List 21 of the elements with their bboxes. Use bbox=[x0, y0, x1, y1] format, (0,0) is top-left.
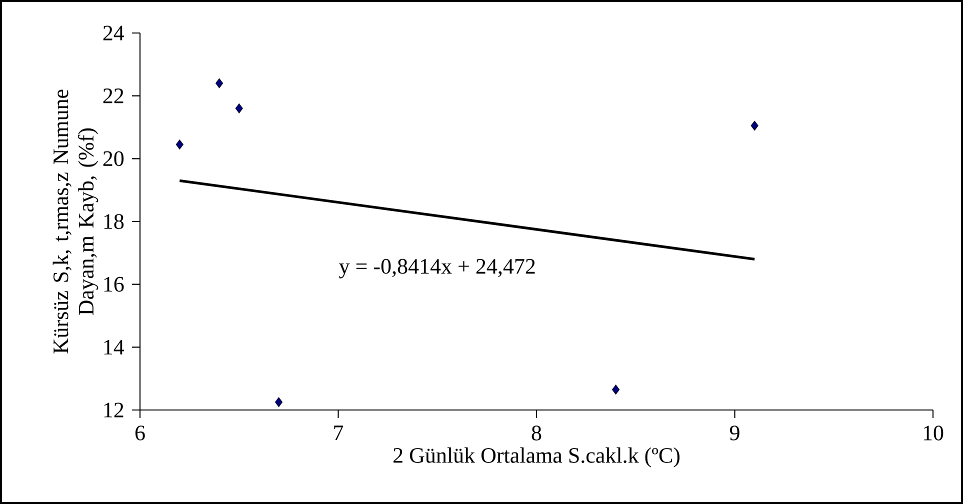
x-axis-title: 2 Günlük Ortalama S.cakl.k (ºC) bbox=[394, 447, 680, 468]
y-tick-label: 18 bbox=[104, 214, 124, 229]
point bbox=[275, 397, 283, 408]
point bbox=[750, 120, 758, 131]
point bbox=[235, 103, 243, 114]
x-tick-label: 6 bbox=[135, 426, 145, 440]
y-tick-label: 14 bbox=[104, 340, 124, 354]
x-tick-label: 9 bbox=[730, 426, 740, 440]
y-tick-label: 16 bbox=[104, 276, 124, 292]
y-tick-label: 20 bbox=[103, 151, 124, 166]
x-tick-label: 10 bbox=[924, 426, 944, 440]
x-tick-label: 7 bbox=[334, 426, 344, 440]
point bbox=[612, 384, 620, 395]
point bbox=[176, 140, 184, 150]
y-tick-label: 12 bbox=[104, 402, 124, 418]
y-tick-label: 24 bbox=[103, 26, 124, 40]
annotation: y = -0,8414x + 24,472 bbox=[339, 258, 535, 278]
point bbox=[216, 78, 224, 88]
y-tick-label: 22 bbox=[103, 88, 124, 104]
x-tick-label: 8 bbox=[532, 426, 542, 440]
y-axis-title: Kürsüz S,k, t,rmas,z Numune Dayan,m Kayb, (%f) bbox=[52, 90, 98, 354]
